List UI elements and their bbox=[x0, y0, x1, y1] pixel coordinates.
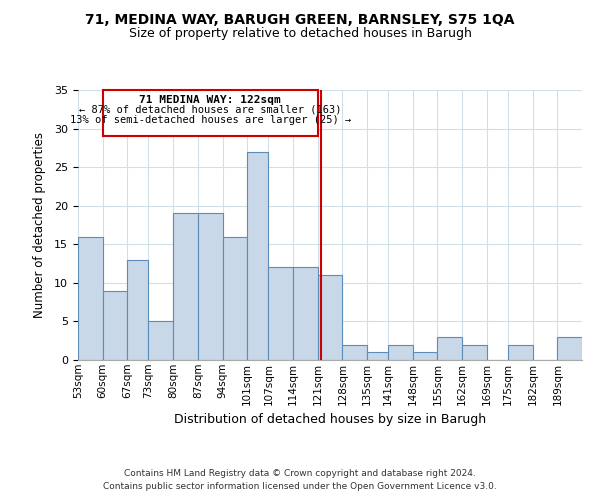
Text: ← 87% of detached houses are smaller (163): ← 87% of detached houses are smaller (16… bbox=[79, 104, 341, 115]
Bar bbox=[557, 337, 582, 360]
Bar bbox=[508, 344, 533, 360]
Bar bbox=[103, 290, 127, 360]
Bar bbox=[173, 214, 198, 360]
Bar bbox=[317, 275, 343, 360]
Text: Contains HM Land Registry data © Crown copyright and database right 2024.: Contains HM Land Registry data © Crown c… bbox=[124, 468, 476, 477]
Bar bbox=[413, 352, 437, 360]
Text: 71 MEDINA WAY: 122sqm: 71 MEDINA WAY: 122sqm bbox=[139, 94, 281, 104]
FancyBboxPatch shape bbox=[103, 90, 317, 136]
Bar bbox=[388, 344, 413, 360]
Bar bbox=[127, 260, 148, 360]
Bar bbox=[343, 344, 367, 360]
X-axis label: Distribution of detached houses by size in Barugh: Distribution of detached houses by size … bbox=[174, 413, 486, 426]
Bar bbox=[367, 352, 388, 360]
Bar bbox=[437, 337, 462, 360]
Y-axis label: Number of detached properties: Number of detached properties bbox=[33, 132, 46, 318]
Bar bbox=[462, 344, 487, 360]
Bar bbox=[268, 268, 293, 360]
Text: 13% of semi-detached houses are larger (25) →: 13% of semi-detached houses are larger (… bbox=[70, 114, 351, 124]
Text: 71, MEDINA WAY, BARUGH GREEN, BARNSLEY, S75 1QA: 71, MEDINA WAY, BARUGH GREEN, BARNSLEY, … bbox=[85, 12, 515, 26]
Bar bbox=[78, 236, 103, 360]
Bar bbox=[293, 268, 317, 360]
Bar bbox=[247, 152, 268, 360]
Bar bbox=[223, 236, 247, 360]
Text: Contains public sector information licensed under the Open Government Licence v3: Contains public sector information licen… bbox=[103, 482, 497, 491]
Text: Size of property relative to detached houses in Barugh: Size of property relative to detached ho… bbox=[128, 28, 472, 40]
Bar bbox=[198, 214, 223, 360]
Bar bbox=[148, 322, 173, 360]
